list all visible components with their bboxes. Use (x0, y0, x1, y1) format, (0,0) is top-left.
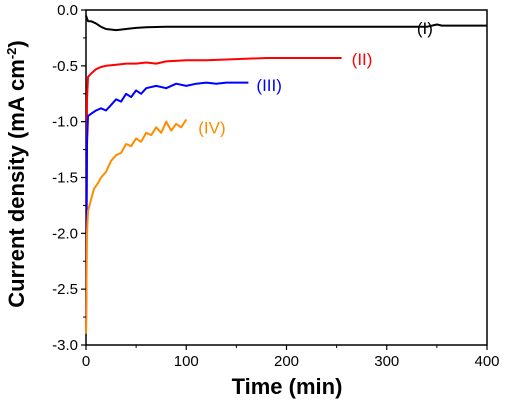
y-tick-label: -2.5 (52, 281, 78, 298)
series-group: (I) (II) (III) (IV) (85, 15, 487, 334)
series-label-4: (IV) (198, 118, 225, 137)
x-tick-label: 300 (374, 353, 399, 370)
series-line-1 (85, 15, 487, 32)
x-tick-label: 400 (474, 353, 499, 370)
x-tick-label: 0 (82, 353, 90, 370)
series-line-3 (85, 81, 249, 334)
x-axis-title: Time (min) (232, 374, 343, 399)
y-tick-label: -1.5 (52, 170, 78, 187)
x-tick-label: 200 (274, 353, 299, 370)
y-axis-title-close: ) (4, 40, 29, 47)
series-line-4 (85, 118, 188, 334)
y-tick-label: -2.0 (52, 225, 78, 242)
series-label-1: (I) (417, 19, 433, 38)
y-tick-label: -3.0 (52, 337, 78, 354)
y-tick-label: 0.0 (57, 2, 78, 19)
y-axis-title-main: Current density (mA cm (4, 59, 29, 308)
x-tick-label: 100 (174, 353, 199, 370)
series-label-2: (II) (352, 50, 373, 69)
y-axis-title-superscript: -2 (4, 48, 19, 60)
series-line-2 (85, 57, 342, 334)
y-tick-label: -1.0 (52, 114, 78, 131)
series-label-3: (III) (256, 76, 282, 95)
axes-group: 0 100 200 300 400 0.0 -0.5 -1.0 -1.5 -2.0 -2.5 -3.0 (52, 2, 499, 370)
plot-frame (85, 9, 488, 346)
y-axis-title: Current density (mA cm-2) (4, 40, 29, 307)
y-tick-label: -0.5 (52, 58, 78, 75)
plot-area (85, 9, 488, 346)
